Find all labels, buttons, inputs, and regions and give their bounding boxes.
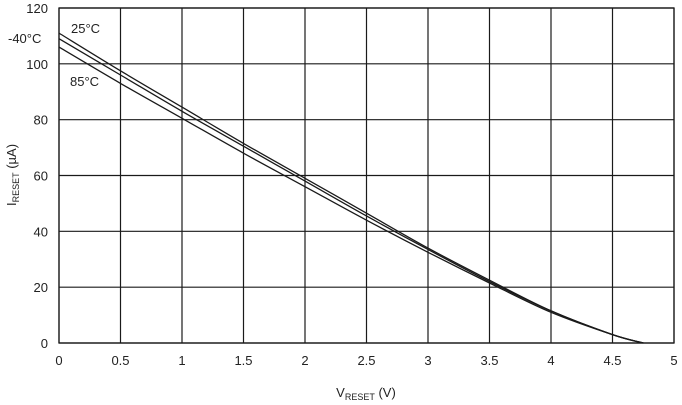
y-tick-label: 80 xyxy=(34,113,48,128)
x-tick-label: 3 xyxy=(424,353,431,368)
x-tick-label: 2 xyxy=(301,353,308,368)
y-tick-labels: 0 20 40 60 80 100 120 xyxy=(26,1,48,351)
y-axis-title-sub: RESET xyxy=(11,172,21,203)
y-tick-label: 0 xyxy=(41,336,48,351)
x-axis-title-unit: (V) xyxy=(375,385,396,400)
y-tick-label: 40 xyxy=(34,224,48,239)
series-lines xyxy=(58,32,644,344)
series-label-85c: 85°C xyxy=(70,74,99,89)
series-label-25c: 25°C xyxy=(71,21,100,36)
x-axis-title: VRESET (V) xyxy=(336,385,396,402)
x-tick-label: 5 xyxy=(670,353,677,368)
x-tick-label: 1 xyxy=(178,353,185,368)
x-tick-label: 4 xyxy=(547,353,554,368)
series-line-2 xyxy=(58,46,644,344)
y-axis-title-main: I xyxy=(4,202,19,206)
series-label-minus40c: -40°C xyxy=(8,31,41,46)
x-tick-label: 0.5 xyxy=(111,353,129,368)
y-tick-label: 100 xyxy=(26,57,48,72)
plot-border xyxy=(58,7,675,344)
x-tick-label: 4.5 xyxy=(603,353,621,368)
x-tick-label: 3.5 xyxy=(480,353,498,368)
x-tick-label: 0 xyxy=(55,353,62,368)
y-tick-label: 20 xyxy=(34,280,48,295)
x-axis-title-sub: RESET xyxy=(345,392,376,402)
y-tick-label: 60 xyxy=(34,169,48,184)
y-tick-label: 120 xyxy=(26,1,48,16)
x-tick-label: 1.5 xyxy=(234,353,252,368)
x-axis-title-main: V xyxy=(336,385,345,400)
y-axis-title: IRESET (µA) xyxy=(4,144,21,206)
x-tick-labels: 0 0.5 1 1.5 2 2.5 3 3.5 4 4.5 5 xyxy=(55,353,677,368)
y-axis-title-unit: (µA) xyxy=(4,144,19,172)
x-tick-label: 2.5 xyxy=(357,353,375,368)
series-line-1 xyxy=(58,38,644,344)
